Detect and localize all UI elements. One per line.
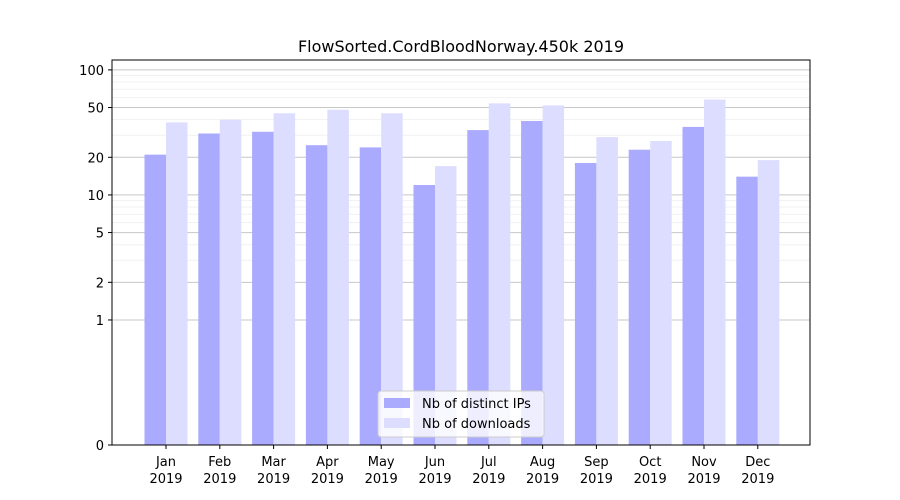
x-tick-label-month: Oct: [639, 455, 661, 470]
legend: Nb of distinct IPs Nb of downloads: [377, 390, 545, 438]
y-tick-label: 0: [96, 439, 104, 454]
bar-distinct-ips: [413, 185, 435, 445]
plot-frame: [111, 59, 811, 446]
y-tick-label: 20: [87, 151, 104, 166]
bar-distinct-ips: [467, 130, 489, 445]
x-tick-label-year: 2019: [311, 472, 344, 487]
x-tick-label-month: Mar: [261, 455, 286, 470]
bar-downloads: [273, 113, 296, 445]
x-tick-label-month: Nov: [691, 455, 717, 470]
bar-distinct-ips: [198, 133, 220, 445]
bar-downloads: [219, 119, 242, 446]
legend-swatch: [384, 398, 410, 408]
x-tick-label-month: Sep: [584, 455, 609, 470]
bar-downloads: [435, 166, 457, 445]
bar-downloads: [650, 140, 672, 445]
y-tick-label: 1: [96, 314, 104, 329]
bar-distinct-ips: [574, 163, 597, 445]
bar-downloads: [757, 160, 780, 445]
x-tick-label-year: 2019: [687, 472, 720, 487]
x-tick-label-year: 2019: [149, 472, 182, 487]
bar-distinct-ips: [628, 149, 651, 446]
y-tick-label: 50: [87, 102, 104, 117]
chart-title: FlowSorted.CordBloodNorway.450k 2019: [298, 37, 624, 56]
x-tick-label-year: 2019: [580, 472, 613, 487]
x-tick-label-year: 2019: [634, 472, 667, 487]
x-tick-label-year: 2019: [203, 472, 236, 487]
x-tick-label-month: Apr: [316, 455, 339, 470]
x-tick-label-year: 2019: [365, 472, 398, 487]
x-tick-label-month: May: [368, 455, 395, 470]
bar-distinct-ips: [359, 147, 382, 446]
x-axis: Jan 2019 Feb 2019 Mar 2019 Apr 2019 May 2019 Jun 20…: [149, 445, 774, 487]
legend-label: Nb of downloads: [422, 417, 531, 432]
x-tick-label-month: Aug: [530, 455, 555, 470]
x-tick-label-month: Dec: [745, 455, 770, 470]
bar-distinct-ips: [682, 126, 704, 446]
bar-distinct-ips: [144, 154, 166, 446]
bar-downloads: [488, 103, 511, 446]
bar-distinct-ips: [252, 131, 274, 445]
x-tick-label-year: 2019: [472, 472, 505, 487]
bar-downloads: [327, 109, 349, 445]
bar-distinct-ips: [736, 176, 758, 445]
bar-downloads: [596, 137, 618, 445]
y-tick-label: 2: [96, 276, 104, 291]
bar-downloads: [381, 113, 403, 445]
x-tick-label-year: 2019: [526, 472, 559, 487]
y-tick-label: 10: [87, 189, 104, 204]
x-tick-label-month: Jul: [480, 455, 497, 470]
x-tick-label-month: Jan: [155, 455, 176, 470]
x-tick-label-year: 2019: [741, 472, 774, 487]
x-tick-label-month: Feb: [208, 455, 231, 470]
x-tick-label-month: Jun: [424, 455, 445, 470]
x-tick-label-year: 2019: [418, 472, 451, 487]
legend-box: [377, 390, 545, 438]
legend-label: Nb of distinct IPs: [422, 397, 531, 412]
bar-downloads: [166, 122, 188, 445]
legend-swatch: [384, 418, 410, 428]
bar-downloads: [704, 99, 726, 446]
y-tick-label: 100: [79, 64, 104, 79]
bars: [144, 99, 780, 446]
bar-distinct-ips: [521, 121, 543, 446]
bar-downloads: [542, 105, 565, 446]
x-tick-label-year: 2019: [257, 472, 290, 487]
y-tick-label: 5: [96, 227, 104, 242]
bar-distinct-ips: [305, 145, 328, 445]
y-axis: 0 1 2 5 10 20 50 100: [79, 64, 112, 454]
